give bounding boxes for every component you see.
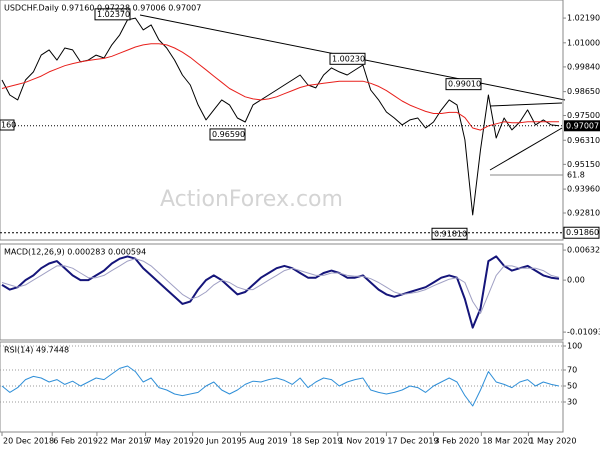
y-tick-label: 100 (567, 342, 582, 351)
annotation-label: 0.91810 (434, 229, 467, 238)
y-tick-label: 0.98650 (567, 87, 600, 96)
y-tick-label: 0.93960 (567, 185, 600, 194)
left-note: 160 (1, 121, 16, 130)
y-tick-label: 0.006321 (567, 246, 600, 255)
y-tick-label: 0.00 (567, 276, 585, 285)
x-tick-label: 22 Mar 2019 (98, 437, 149, 446)
series-line (1, 255, 560, 329)
x-tick-label: 1 May 2020 (529, 437, 576, 446)
annotation-label: 1.02370 (97, 10, 130, 19)
panel-frame (0, 0, 564, 241)
x-tick-label: 5 Aug 2019 (241, 437, 287, 446)
annotation-box (209, 128, 246, 141)
y-tick-label: 1.01000 (567, 38, 600, 47)
y-tick-label: 0.97500 (567, 111, 600, 120)
panel-title: RSI(14) 49.7448 (4, 346, 69, 355)
annotation-label: 1.00230 (332, 54, 365, 63)
level-box (563, 226, 600, 239)
x-tick-label: 17 Dec 2019 (387, 437, 438, 446)
annotation-label: 0.96590 (212, 130, 245, 139)
triangle-lower (489, 127, 563, 171)
y-tick-label: 0.92810 (567, 208, 600, 217)
y-tick-label: 1.02190 (567, 14, 600, 23)
level-label: 0.91860 (566, 228, 599, 237)
panel-title: MACD(12,26,9) 0.000283 0.000594 (4, 248, 146, 257)
watermark: ActionForex.com (160, 187, 343, 212)
x-tick-label: 18 Mar 2020 (482, 437, 533, 446)
y-tick-label: -0.010939 (567, 328, 600, 337)
y-tick-label: 30 (567, 398, 577, 407)
annotation-label: 0.99010 (448, 80, 481, 89)
panel-frame (0, 341, 564, 433)
x-tick-label: 20 Dec 2018 (3, 437, 54, 446)
x-tick-label: 7 May 2019 (147, 437, 194, 446)
x-tick-label: 6 Feb 2019 (53, 437, 98, 446)
annotation-box (445, 78, 482, 91)
panel-frame (0, 243, 564, 341)
triangle-upper (489, 102, 563, 107)
x-tick-label: 18 Sep 2019 (292, 437, 343, 446)
x-tick-label: 3 Feb 2020 (434, 437, 479, 446)
price-label: 0.97007 (566, 121, 599, 130)
y-tick-label: 0.95150 (567, 160, 600, 169)
x-tick-label: 1 Nov 2019 (339, 437, 385, 446)
price-box (564, 120, 600, 132)
y-tick-label: 50 (567, 382, 577, 391)
series-line (1, 43, 559, 131)
y-tick-label: 0.96310 (567, 136, 600, 145)
x-tick-label: 20 Jun 2019 (194, 437, 242, 446)
left-note-box (0, 119, 15, 131)
y-tick-label: 0.99840 (567, 62, 600, 71)
annotation-box (94, 8, 131, 21)
y-tick-label: 70 (567, 366, 577, 375)
fib-note: 61.8 (567, 171, 585, 180)
series-line (1, 258, 560, 314)
annotation-box (431, 227, 468, 240)
series-line (1, 365, 560, 407)
series-line (1, 17, 560, 216)
panel-title: USDCHF.Daily 0.97160 0.97228 0.97006 0.9… (4, 4, 201, 13)
annotation-box (329, 52, 366, 65)
